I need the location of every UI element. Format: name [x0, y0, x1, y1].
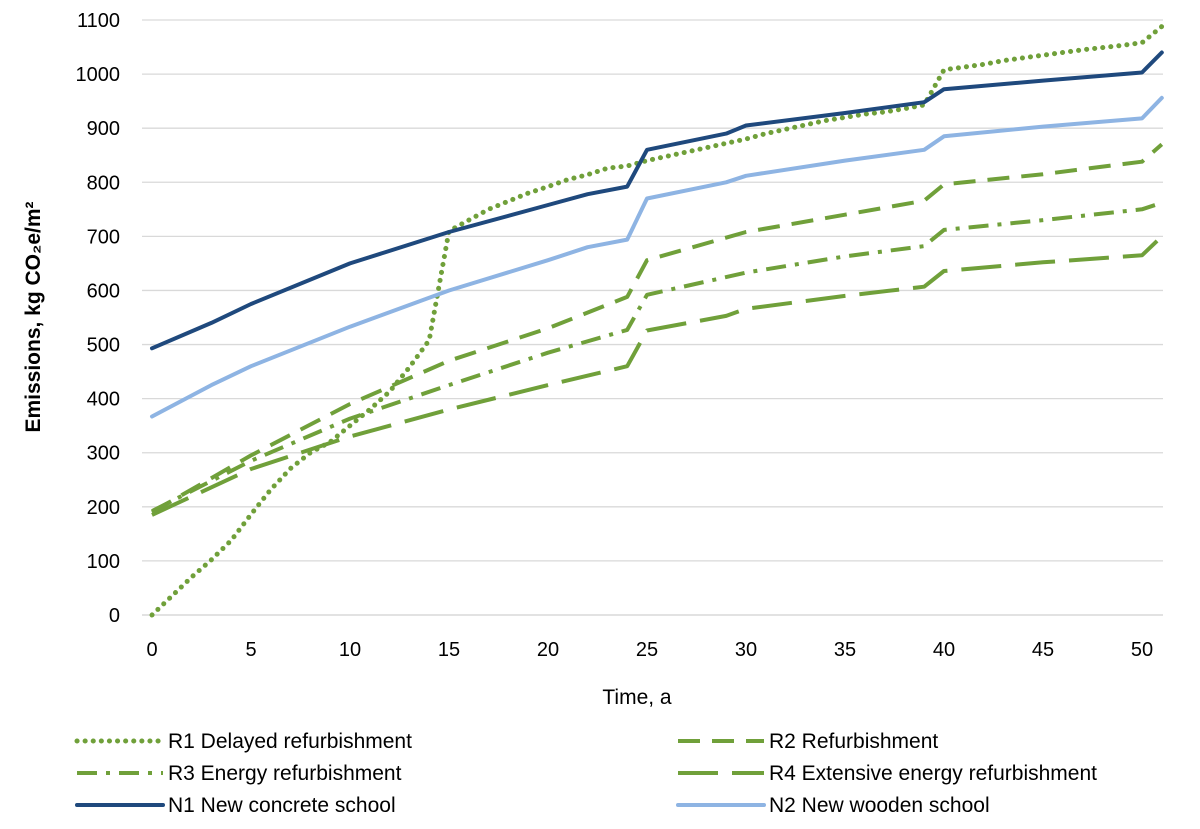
series-line-3 [151, 200, 1163, 513]
x-axis-tick-labels: 0 5 10 15 20 25 30 35 40 45 50 [146, 639, 1153, 661]
y-tick-label: 200 [87, 497, 120, 519]
x-axis-title: Time, a [602, 686, 672, 709]
x-tick-label: 30 [735, 639, 757, 661]
x-tick-label: 10 [339, 639, 361, 661]
y-tick-label: 1100 [77, 10, 120, 32]
y-axis-title: Emissions, kg CO₂e/m² [22, 201, 45, 432]
x-tick-label: 50 [1131, 639, 1153, 661]
y-tick-label: 1000 [76, 64, 121, 86]
x-tick-label: 15 [438, 639, 460, 661]
y-tick-label: 400 [87, 389, 120, 411]
legend-label: N2 New wooden school [769, 794, 990, 817]
y-axis-tick-labels: 0 100 200 300 400 500 600 700 800 900 1000 1100 [76, 10, 121, 627]
y-tick-label: 800 [87, 172, 120, 194]
x-tick-label: 25 [636, 639, 658, 661]
legend-label: N1 New concrete school [168, 794, 396, 817]
x-tick-label: 0 [146, 639, 157, 661]
series-line-2 [151, 142, 1164, 514]
y-tick-label: 300 [87, 443, 120, 465]
y-tick-label: 100 [87, 551, 120, 573]
legend-label: R3 Energy refurbishment [168, 762, 402, 785]
gridlines [142, 19, 1163, 562]
y-tick-label: 900 [87, 118, 120, 140]
x-tick-label: 40 [933, 639, 955, 661]
series-line-6 [150, 95, 1164, 419]
y-tick-label: 600 [87, 280, 120, 302]
y-tick-label: 700 [87, 226, 120, 248]
series-line-1 [149, 24, 1165, 618]
legend-label: R2 Refurbishment [769, 730, 938, 753]
x-tick-label: 20 [537, 639, 559, 661]
x-tick-label: 5 [245, 639, 256, 661]
x-tick-label: 45 [1032, 639, 1054, 661]
x-tick-label: 35 [834, 639, 856, 661]
y-tick-label: 0 [109, 605, 120, 627]
legend-label: R4 Extensive energy refurbishment [769, 762, 1097, 785]
series-line-5 [150, 50, 1164, 351]
series-line-4 [151, 234, 1164, 517]
legend: R1 Delayed refurbishment R2 Refurbishment… [74, 730, 1097, 817]
legend-label: R1 Delayed refurbishment [168, 730, 412, 753]
y-tick-label: 500 [87, 335, 120, 357]
series-lines [149, 24, 1165, 618]
